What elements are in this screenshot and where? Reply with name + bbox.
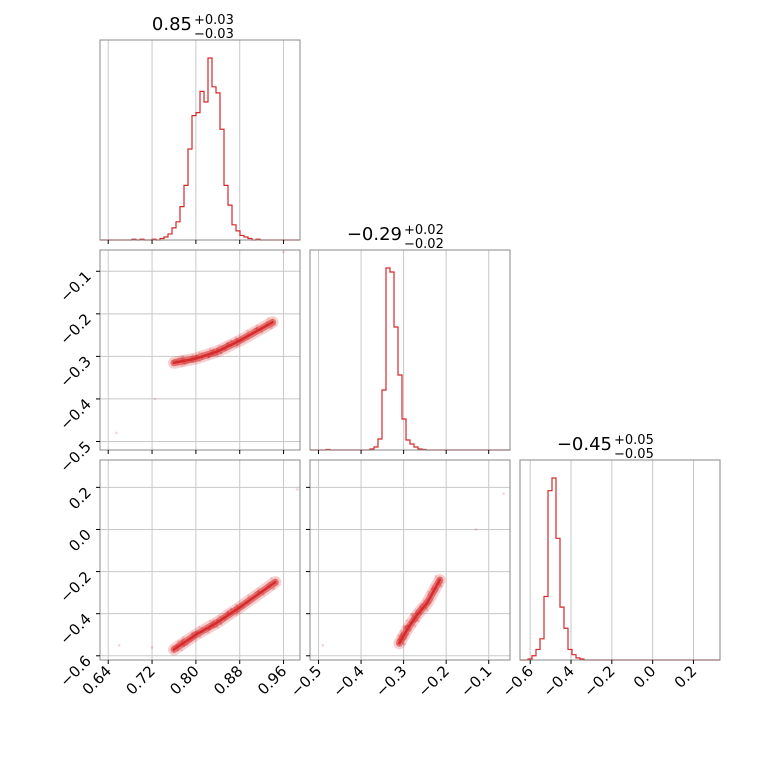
s21-sample-point bbox=[180, 364, 184, 368]
s31-outlier-0 bbox=[117, 643, 121, 647]
p2-title-plus: +0.02 bbox=[404, 223, 444, 238]
s21-outlier-0 bbox=[115, 431, 118, 435]
s31-xtick-label-2: 0.80 bbox=[166, 662, 202, 698]
p2-title-minus: −0.02 bbox=[404, 237, 444, 252]
p1-title-plus: +0.03 bbox=[194, 13, 234, 28]
s31-ytick-label-0: 0.2 bbox=[65, 483, 95, 513]
s31-sample-point bbox=[197, 625, 201, 629]
p1-title-minus: −0.03 bbox=[194, 27, 234, 42]
p2-title-value: −0.29 bbox=[347, 224, 402, 245]
s31-sample-point bbox=[182, 636, 185, 639]
p3-xtick-label-2: −0.2 bbox=[580, 662, 618, 700]
s21-sample-point bbox=[246, 329, 249, 333]
p1-title-value: 0.85 bbox=[152, 14, 192, 35]
s32-sample-point bbox=[405, 619, 409, 623]
p3-xtick-label-4: 0.2 bbox=[671, 662, 701, 692]
s21-sample-point bbox=[208, 347, 212, 351]
s32-xtick-label-4: −0.1 bbox=[457, 662, 495, 700]
s31-ytick-label-3: −0.4 bbox=[56, 610, 94, 648]
p1-histogram-line bbox=[100, 57, 300, 241]
s21-ytick-label-0: −0.1 bbox=[56, 267, 94, 305]
s21-contour-inner bbox=[172, 321, 274, 365]
s32-sample-point bbox=[426, 608, 429, 612]
s31-frame bbox=[99, 459, 301, 661]
s21-ytick-label-1: −0.2 bbox=[56, 310, 94, 348]
s31-outlier-1 bbox=[150, 646, 154, 649]
s21-ytick-label-4: −0.5 bbox=[56, 438, 94, 476]
s32-outlier-1 bbox=[474, 528, 478, 531]
s32-xtick-label-2: −0.3 bbox=[372, 662, 410, 700]
s31-sample-point bbox=[235, 613, 238, 617]
s31-ytick-label-1: 0.0 bbox=[65, 526, 95, 556]
s32-xtick-label-3: −0.2 bbox=[415, 662, 453, 700]
s21-outlier-2 bbox=[282, 250, 285, 254]
s32-sample-point bbox=[410, 613, 413, 616]
s32-contour-inner bbox=[398, 578, 442, 645]
s21-frame bbox=[99, 249, 301, 451]
s31-outlier-2 bbox=[295, 488, 299, 491]
p3-xtick-label-1: −0.4 bbox=[539, 662, 577, 700]
s31-sample-point bbox=[216, 626, 220, 629]
s32-sample-point bbox=[413, 624, 417, 628]
s31-sample-point bbox=[208, 619, 212, 623]
s21-sample-point bbox=[197, 351, 201, 355]
s31-xtick-label-4: 0.96 bbox=[254, 662, 290, 698]
s32-xtick-label-0: −0.5 bbox=[287, 662, 325, 700]
p3-title-minus: −0.05 bbox=[614, 447, 654, 462]
s31-ytick-label-2: −0.2 bbox=[56, 568, 94, 606]
s32-sample-point bbox=[403, 642, 406, 646]
s21-outlier-1 bbox=[153, 397, 157, 401]
p3-title-value: −0.45 bbox=[557, 434, 612, 455]
s21-sample-point bbox=[267, 317, 270, 320]
s31-xtick-label-1: 0.72 bbox=[123, 662, 159, 698]
s32-xtick-label-1: −0.4 bbox=[329, 662, 367, 700]
s32-outlier-2 bbox=[502, 492, 505, 495]
s32-sample-point bbox=[434, 575, 438, 578]
s31-sample-point bbox=[270, 577, 273, 580]
s32-sample-point bbox=[417, 619, 421, 623]
p1-frame bbox=[99, 39, 301, 241]
s21-ytick-label-3: −0.4 bbox=[56, 395, 94, 433]
p2-frame bbox=[309, 249, 511, 451]
s31-xtick-label-3: 0.88 bbox=[210, 662, 246, 698]
s21-sample-point bbox=[182, 355, 185, 358]
s32-frame bbox=[309, 459, 511, 661]
p3-xtick-label-3: 0.0 bbox=[630, 662, 660, 692]
p2-histogram-line bbox=[310, 267, 510, 451]
p3-title-plus: +0.05 bbox=[614, 433, 654, 448]
s21-ytick-label-2: −0.3 bbox=[56, 352, 94, 390]
s31-contour-inner bbox=[172, 580, 277, 651]
s31-sample-point bbox=[180, 649, 184, 652]
p3-frame bbox=[519, 459, 721, 661]
p3-xtick-label-0: −0.6 bbox=[499, 662, 537, 700]
s31-sample-point bbox=[247, 594, 250, 597]
s32-outlier-0 bbox=[321, 643, 325, 647]
p3-histogram-line bbox=[520, 477, 720, 661]
